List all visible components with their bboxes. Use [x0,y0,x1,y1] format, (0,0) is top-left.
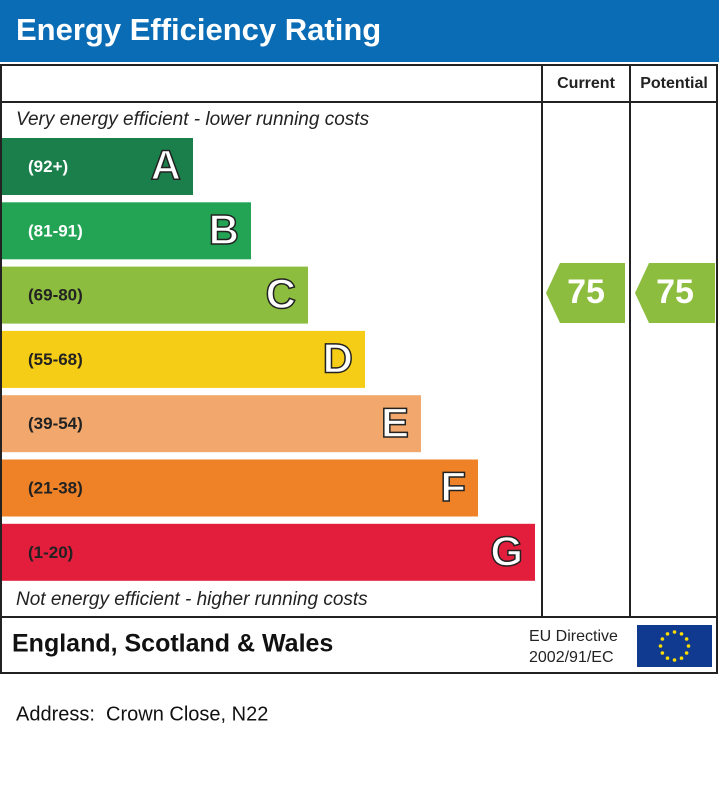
star [660,651,665,655]
top-note: Very energy efficient - lower running co… [16,109,370,130]
band-letter: G [490,527,523,574]
star [684,651,689,655]
band-range: (21-38) [28,478,83,497]
band [2,523,535,581]
address: Address: Crown Close, N22 [16,703,268,725]
band [2,395,421,453]
star [679,632,684,636]
star [686,644,691,648]
region: England, Scotland & Wales [12,630,333,658]
eu-stars [658,630,691,662]
band-range: (69-80) [28,286,83,305]
current-value: 75 [567,273,605,311]
star [672,630,677,634]
band-range: (1-20) [28,543,73,562]
potential-value: 75 [656,273,694,311]
star [679,656,684,660]
potential-header: Potential [640,75,708,92]
potential-arrow [635,263,715,323]
star [665,656,670,660]
star [672,658,677,662]
star [665,632,670,636]
header-bar [0,0,719,62]
band-letter: D [323,334,353,381]
band-range: (55-68) [28,350,83,369]
band [2,202,251,260]
star [684,637,689,641]
band [2,459,478,517]
band-letter: F [440,463,466,510]
band-letter: B [209,206,239,253]
band-range: (81-91) [28,221,83,240]
band [2,138,193,195]
band-letter: E [381,399,409,446]
frame [0,64,718,674]
star [660,637,665,641]
current-header: Current [557,75,615,92]
current-arrow [546,263,625,323]
band-range: (92+) [28,157,68,176]
directive: 2002/91/EC [529,649,614,666]
title: Energy Efficiency Rating [16,12,381,47]
directive: EU Directive [529,628,618,645]
band-letter: A [151,142,181,189]
band-range: (39-54) [28,414,83,433]
band [2,266,308,324]
star [658,644,663,648]
band-letter: C [266,270,296,317]
bottom-note: Not energy efficient - higher running co… [16,589,368,610]
band [2,330,365,388]
